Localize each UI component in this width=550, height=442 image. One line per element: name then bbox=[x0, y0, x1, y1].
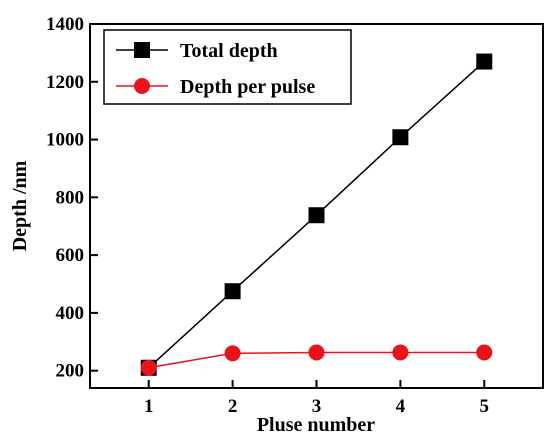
axis-ticks bbox=[90, 23, 486, 388]
y-tick-label: 400 bbox=[56, 303, 85, 324]
legend: Total depth Depth per pulse bbox=[103, 29, 352, 105]
data-point-circle bbox=[308, 344, 325, 361]
data-point-square bbox=[308, 207, 325, 224]
legend-label-depth-per-pulse: Depth per pulse bbox=[180, 76, 315, 98]
y-axis-label: Depth /nm bbox=[9, 160, 31, 251]
data-point-square bbox=[476, 53, 493, 70]
x-tick-label: 1 bbox=[144, 396, 154, 417]
y-tick-label: 600 bbox=[56, 245, 85, 266]
x-tick-label: 5 bbox=[480, 396, 490, 417]
x-tick-label: 3 bbox=[312, 396, 322, 417]
y-tick-label: 800 bbox=[56, 187, 85, 208]
y-tick-label: 1000 bbox=[46, 130, 84, 151]
data-point-circle bbox=[392, 344, 409, 361]
data-point-circle bbox=[140, 359, 157, 376]
series-layer bbox=[140, 53, 493, 376]
y-tick-label: 1200 bbox=[46, 72, 84, 93]
data-point-circle bbox=[476, 344, 493, 361]
x-tick-label: 2 bbox=[228, 396, 238, 417]
data-point-square bbox=[392, 129, 409, 146]
y-tick-label: 200 bbox=[56, 361, 85, 382]
axis-tick-labels: 200 400 600 800 1000 1200 1400 1 2 3 4 5 bbox=[46, 14, 489, 417]
data-point-circle bbox=[224, 345, 241, 362]
legend-marker-circle bbox=[134, 78, 150, 94]
x-tick-label: 4 bbox=[396, 396, 406, 417]
y-tick-label: 1400 bbox=[46, 14, 84, 35]
x-axis-label: Pluse number bbox=[257, 414, 375, 436]
data-point-square bbox=[224, 283, 241, 300]
legend-marker-square bbox=[134, 42, 150, 58]
legend-label-total-depth: Total depth bbox=[180, 40, 278, 62]
